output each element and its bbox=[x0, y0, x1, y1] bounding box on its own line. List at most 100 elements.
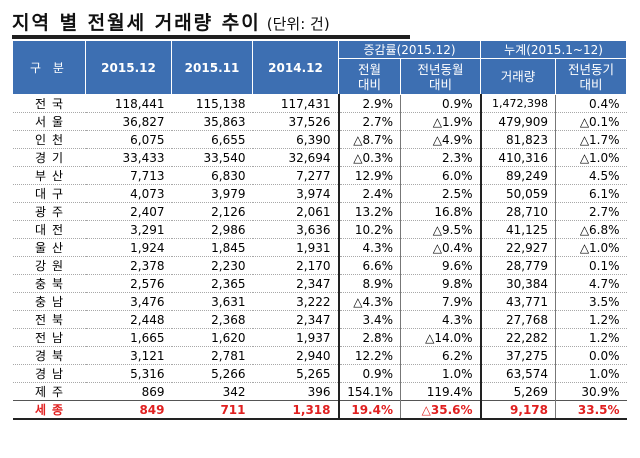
value-2015-12: 6,075 bbox=[85, 130, 172, 149]
cumulative-volume: 410,316 bbox=[479, 148, 556, 167]
value-2014-12: 3,636 bbox=[252, 220, 339, 239]
cumulative-volume: 5,269 bbox=[479, 382, 556, 401]
value-2014-12: 117,431 bbox=[252, 94, 339, 113]
change-mom: 4.3% bbox=[337, 238, 401, 257]
region-cell: 서울 bbox=[12, 112, 86, 131]
change-yoy: △9.5% bbox=[399, 220, 481, 239]
value-2015-12: 2,576 bbox=[85, 274, 172, 293]
table-row: 전북 2,448 2,368 2,347 3.4% 4.3% 27,768 1.… bbox=[12, 310, 627, 329]
region-cell: 경남 bbox=[12, 364, 86, 383]
region-cell: 강원 bbox=[12, 256, 86, 275]
value-2015-11: 3,631 bbox=[171, 292, 253, 311]
change-mom: 12.9% bbox=[337, 166, 401, 185]
value-2014-12: 2,061 bbox=[252, 202, 339, 221]
header-2014-12: 2014.12 bbox=[252, 40, 339, 95]
cumulative-yoy: 0.0% bbox=[555, 346, 627, 365]
change-yoy: 9.6% bbox=[399, 256, 481, 275]
value-2015-11: 3,979 bbox=[171, 184, 253, 203]
value-2015-11: 2,126 bbox=[171, 202, 253, 221]
value-2014-12: 5,265 bbox=[252, 364, 339, 383]
change-mom: 2.4% bbox=[337, 184, 401, 203]
table-row: 인천 6,075 6,655 6,390 △8.7% △4.9% 81,823 … bbox=[12, 130, 627, 149]
cumulative-volume: 89,249 bbox=[479, 166, 556, 185]
region-cell: 인천 bbox=[12, 130, 86, 149]
page-title: 지역 별 전월세 거래량 추이 bbox=[12, 12, 261, 34]
change-yoy: △35.6% bbox=[399, 400, 481, 420]
value-2015-12: 1,924 bbox=[85, 238, 172, 257]
table-row: 경북 3,121 2,781 2,940 12.2% 6.2% 37,275 0… bbox=[12, 346, 627, 365]
cumulative-volume: 30,384 bbox=[479, 274, 556, 293]
header-change-yoy: 전년동월 대비 bbox=[399, 58, 482, 95]
change-mom: △0.3% bbox=[337, 148, 401, 167]
value-2014-12: 6,390 bbox=[252, 130, 339, 149]
header-2015-12: 2015.12 bbox=[85, 40, 172, 95]
header-category: 구 분 bbox=[12, 40, 86, 95]
table-row: 광주 2,407 2,126 2,061 13.2% 16.8% 28,710 … bbox=[12, 202, 627, 221]
change-yoy: 6.2% bbox=[399, 346, 481, 365]
table-body: 전국 118,441 115,138 117,431 2.9% 0.9% 1,4… bbox=[12, 94, 627, 420]
change-yoy: 0.9% bbox=[399, 94, 481, 113]
value-2015-12: 4,073 bbox=[85, 184, 172, 203]
cumulative-yoy: △1.0% bbox=[555, 238, 627, 257]
region-cell: 광주 bbox=[12, 202, 86, 221]
cumulative-volume: 22,282 bbox=[479, 328, 556, 347]
change-yoy: 4.3% bbox=[399, 310, 481, 329]
table-row: 충북 2,576 2,365 2,347 8.9% 9.8% 30,384 4.… bbox=[12, 274, 627, 293]
cumulative-volume: 22,927 bbox=[479, 238, 556, 257]
change-mom: 12.2% bbox=[337, 346, 401, 365]
change-mom: 2.7% bbox=[337, 112, 401, 131]
cumulative-volume: 9,178 bbox=[479, 400, 556, 420]
value-2015-12: 2,407 bbox=[85, 202, 172, 221]
value-2014-12: 2,940 bbox=[252, 346, 339, 365]
table-row: 제주 869 342 396 154.1% 119.4% 5,269 30.9% bbox=[12, 382, 627, 401]
value-2015-12: 33,433 bbox=[85, 148, 172, 167]
value-2014-12: 2,347 bbox=[252, 274, 339, 293]
header-2015-11: 2015.11 bbox=[171, 40, 253, 95]
table-row: 강원 2,378 2,230 2,170 6.6% 9.6% 28,779 0.… bbox=[12, 256, 627, 275]
value-2015-12: 7,713 bbox=[85, 166, 172, 185]
cumulative-yoy: 3.5% bbox=[555, 292, 627, 311]
region-cell: 제주 bbox=[12, 382, 86, 401]
value-2015-11: 35,863 bbox=[171, 112, 253, 131]
cumulative-yoy: 6.1% bbox=[555, 184, 627, 203]
cumulative-volume: 28,779 bbox=[479, 256, 556, 275]
value-2015-12: 3,291 bbox=[85, 220, 172, 239]
cumulative-yoy: △6.8% bbox=[555, 220, 627, 239]
cumulative-volume: 41,125 bbox=[479, 220, 556, 239]
header-cumulative-volume: 거래량 bbox=[480, 58, 557, 95]
value-2015-11: 2,365 bbox=[171, 274, 253, 293]
table-row: 부산 7,713 6,830 7,277 12.9% 6.0% 89,249 4… bbox=[12, 166, 627, 185]
header-cumulative-yoy: 전년동기 대비 bbox=[555, 58, 628, 95]
value-2014-12: 1,318 bbox=[252, 400, 339, 420]
cumulative-yoy: 2.7% bbox=[555, 202, 627, 221]
value-2014-12: 2,347 bbox=[252, 310, 339, 329]
value-2015-11: 2,230 bbox=[171, 256, 253, 275]
change-mom: △4.3% bbox=[337, 292, 401, 311]
value-2015-12: 3,121 bbox=[85, 346, 172, 365]
rental-volume-table: 구 분 2015.12 2015.11 2014.12 증감률(2015.12)… bbox=[12, 40, 628, 420]
header-cumulative-group: 누계(2015.1~12) bbox=[480, 40, 628, 59]
table-row: 울산 1,924 1,845 1,931 4.3% △0.4% 22,927 △… bbox=[12, 238, 627, 257]
title-underline bbox=[12, 35, 410, 39]
cumulative-volume: 43,771 bbox=[479, 292, 556, 311]
table-row: 전국 118,441 115,138 117,431 2.9% 0.9% 1,4… bbox=[12, 94, 627, 113]
value-2015-12: 2,378 bbox=[85, 256, 172, 275]
unit-label: (단위: 건) bbox=[266, 15, 330, 33]
change-yoy: △0.4% bbox=[399, 238, 481, 257]
cumulative-yoy: 0.4% bbox=[555, 94, 627, 113]
change-yoy: 119.4% bbox=[399, 382, 481, 401]
value-2015-12: 1,665 bbox=[85, 328, 172, 347]
cumulative-yoy: 1.2% bbox=[555, 328, 627, 347]
region-cell: 충북 bbox=[12, 274, 86, 293]
cumulative-yoy: 4.7% bbox=[555, 274, 627, 293]
header-change-group: 증감률(2015.12) bbox=[337, 40, 482, 59]
region-cell: 부산 bbox=[12, 166, 86, 185]
table-row: 전남 1,665 1,620 1,937 2.8% △14.0% 22,282 … bbox=[12, 328, 627, 347]
region-cell: 경북 bbox=[12, 346, 86, 365]
cumulative-yoy: △0.1% bbox=[555, 112, 627, 131]
table-row-highlighted: 세종 849 711 1,318 19.4% △35.6% 9,178 33.5… bbox=[12, 400, 627, 420]
change-yoy: 7.9% bbox=[399, 292, 481, 311]
change-yoy: 6.0% bbox=[399, 166, 481, 185]
cumulative-yoy: 33.5% bbox=[555, 400, 627, 420]
value-2015-11: 711 bbox=[171, 400, 253, 420]
